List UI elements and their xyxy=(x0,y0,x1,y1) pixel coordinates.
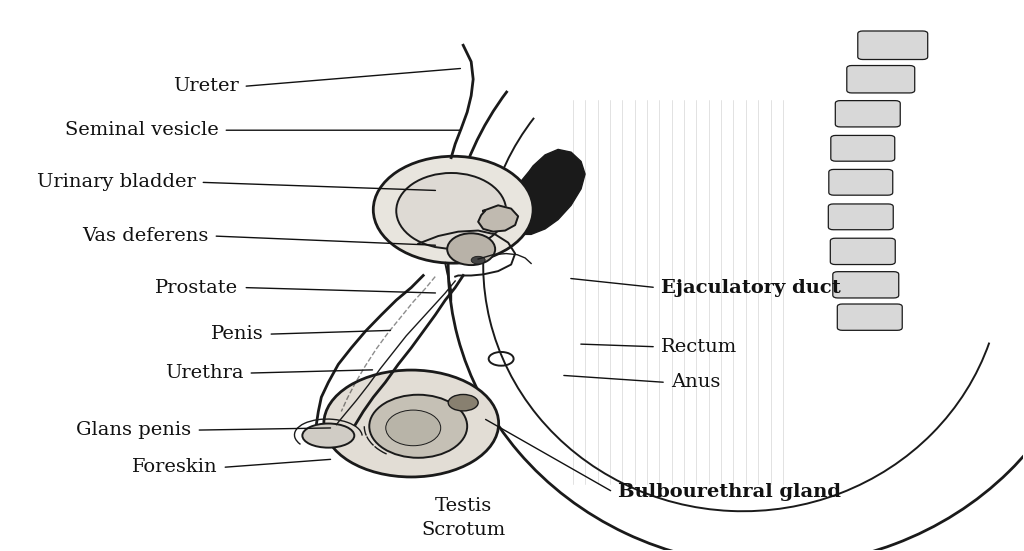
Ellipse shape xyxy=(370,395,467,458)
Ellipse shape xyxy=(386,410,440,446)
Ellipse shape xyxy=(302,424,354,447)
Text: Rectum: Rectum xyxy=(660,338,737,356)
FancyBboxPatch shape xyxy=(828,204,893,230)
Ellipse shape xyxy=(374,156,534,263)
Text: Penis: Penis xyxy=(211,325,263,343)
Text: Foreskin: Foreskin xyxy=(132,458,217,477)
FancyBboxPatch shape xyxy=(858,31,928,60)
Text: Ejaculatory duct: Ejaculatory duct xyxy=(660,279,841,296)
FancyBboxPatch shape xyxy=(833,272,899,298)
Text: Urethra: Urethra xyxy=(165,364,244,382)
FancyBboxPatch shape xyxy=(847,66,914,93)
Text: Seminal vesicle: Seminal vesicle xyxy=(65,121,218,139)
Ellipse shape xyxy=(471,256,485,264)
Text: Bulbourethral gland: Bulbourethral gland xyxy=(618,483,841,501)
Text: Prostate: Prostate xyxy=(156,279,239,296)
Text: Vas deferens: Vas deferens xyxy=(82,227,209,245)
FancyBboxPatch shape xyxy=(838,304,902,330)
Ellipse shape xyxy=(447,233,496,265)
Polygon shape xyxy=(478,206,518,231)
FancyBboxPatch shape xyxy=(830,136,895,161)
Text: Glans penis: Glans penis xyxy=(77,421,191,439)
FancyBboxPatch shape xyxy=(830,238,895,264)
Text: Urinary bladder: Urinary bladder xyxy=(37,174,196,191)
Text: Anus: Anus xyxy=(671,374,720,391)
FancyBboxPatch shape xyxy=(836,101,900,127)
Text: Scrotum: Scrotum xyxy=(421,521,505,539)
Text: Ureter: Ureter xyxy=(173,77,239,95)
FancyBboxPatch shape xyxy=(828,169,893,195)
Ellipse shape xyxy=(396,173,506,249)
Polygon shape xyxy=(506,149,585,234)
Text: Testis: Testis xyxy=(434,497,492,515)
Ellipse shape xyxy=(449,395,478,411)
Ellipse shape xyxy=(324,370,499,477)
